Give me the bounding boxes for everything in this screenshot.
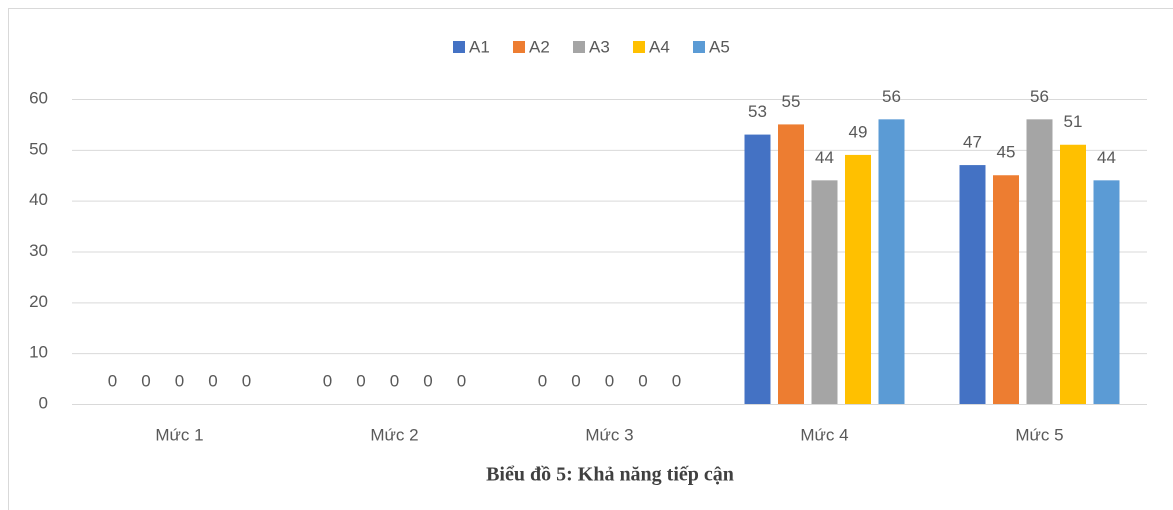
y-tick-label: 20 bbox=[29, 292, 48, 311]
bar bbox=[811, 180, 838, 404]
data-label: 0 bbox=[538, 371, 547, 390]
data-label: 0 bbox=[208, 371, 217, 390]
bar bbox=[1060, 144, 1086, 404]
legend-swatch bbox=[453, 41, 465, 53]
data-label: 47 bbox=[963, 133, 982, 152]
bar bbox=[778, 124, 804, 405]
x-tick-label: Mức 1 bbox=[155, 425, 203, 444]
data-label: 49 bbox=[849, 122, 868, 141]
data-label: 0 bbox=[323, 371, 332, 390]
legend-label: A1 bbox=[469, 37, 490, 56]
bar bbox=[878, 119, 905, 404]
x-tick-label: Mức 2 bbox=[370, 425, 418, 444]
legend-label: A2 bbox=[529, 37, 550, 56]
data-label: 53 bbox=[748, 102, 767, 121]
bar bbox=[1026, 119, 1053, 404]
y-tick-label: 0 bbox=[39, 393, 48, 412]
data-label: 51 bbox=[1064, 112, 1083, 131]
legend-swatch bbox=[693, 41, 705, 53]
data-label: 0 bbox=[423, 371, 432, 390]
legend-label: A4 bbox=[649, 37, 670, 56]
data-label: 0 bbox=[638, 371, 647, 390]
legend-label: A5 bbox=[709, 37, 730, 56]
data-label: 44 bbox=[1097, 148, 1116, 167]
data-label: 55 bbox=[782, 92, 801, 111]
y-tick-label: 40 bbox=[29, 190, 48, 209]
data-label: 0 bbox=[605, 371, 614, 390]
y-tick-label: 60 bbox=[29, 88, 48, 107]
data-label: 0 bbox=[571, 371, 580, 390]
bar bbox=[1093, 180, 1120, 404]
legend-swatch bbox=[513, 41, 525, 53]
legend-label: A3 bbox=[589, 37, 610, 56]
data-label: 0 bbox=[356, 371, 365, 390]
bar bbox=[744, 134, 771, 405]
data-label: 0 bbox=[457, 371, 466, 390]
data-label: 0 bbox=[141, 371, 150, 390]
y-tick-label: 30 bbox=[29, 241, 48, 260]
data-label: 0 bbox=[672, 371, 681, 390]
y-tick-label: 10 bbox=[29, 343, 48, 362]
data-label: 56 bbox=[882, 87, 901, 106]
chart-frame bbox=[8, 8, 1173, 510]
legend-swatch bbox=[633, 41, 645, 53]
data-label: 44 bbox=[815, 148, 834, 167]
chart-title: Biểu đồ 5: Khả năng tiếp cận bbox=[486, 464, 734, 486]
data-label: 56 bbox=[1030, 87, 1049, 106]
data-label: 0 bbox=[390, 371, 399, 390]
data-label: 0 bbox=[175, 371, 184, 390]
bar bbox=[993, 175, 1019, 404]
x-tick-label: Mức 5 bbox=[1015, 425, 1063, 444]
bar bbox=[845, 154, 871, 404]
y-tick-label: 50 bbox=[29, 139, 48, 158]
x-tick-label: Mức 4 bbox=[800, 425, 848, 444]
bar bbox=[959, 165, 986, 404]
x-tick-label: Mức 3 bbox=[585, 425, 633, 444]
legend-swatch bbox=[573, 41, 585, 53]
data-label: 45 bbox=[997, 143, 1016, 162]
data-label: 0 bbox=[108, 371, 117, 390]
data-label: 0 bbox=[242, 371, 251, 390]
